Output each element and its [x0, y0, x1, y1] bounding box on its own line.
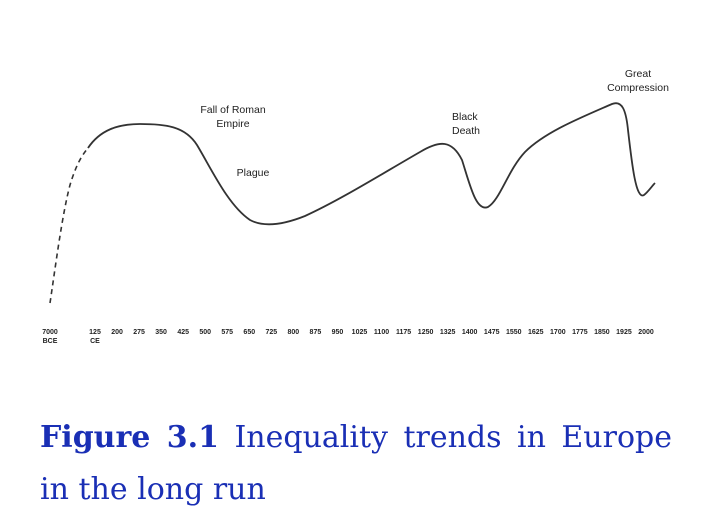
- x-tick-label: 425: [177, 329, 189, 336]
- x-tick-label: 1850: [594, 329, 610, 336]
- annotation: Fall of Roman Empire: [200, 104, 266, 130]
- x-tick-label: 2000: [638, 329, 654, 336]
- x-tick-label: 1625: [528, 329, 544, 336]
- x-tick-label: 1025: [351, 329, 368, 336]
- x-tick-label: 800: [287, 329, 300, 336]
- figure-label: Figure 3.1: [40, 420, 219, 455]
- x-tick-label: 1700: [550, 329, 566, 336]
- x-tick-label: 1475: [483, 329, 500, 336]
- x-tick-label: 725: [265, 329, 278, 336]
- x-tick-label: 1250: [417, 329, 434, 336]
- x-tick-label: 575: [221, 329, 234, 336]
- x-tick-label: 875: [309, 329, 322, 336]
- x-tick-label: 1400: [461, 329, 478, 336]
- trend-line: [87, 102, 656, 226]
- x-tick-label: 1775: [572, 329, 588, 336]
- x-tick-label: 1100: [373, 329, 390, 336]
- x-tick-label: 1175: [395, 329, 412, 336]
- annotation: Black Death: [452, 111, 481, 137]
- caption-text: Inequality trends in Europe in the long …: [40, 420, 672, 507]
- x-tick-label: 500: [199, 329, 212, 336]
- x-tick-label: 350: [155, 329, 167, 336]
- x-tick-label: 1325: [439, 329, 456, 336]
- annotation: Plague: [236, 167, 270, 179]
- x-tick-label: 200: [111, 329, 123, 336]
- caption: Figure 3.1 Inequality trends in Europe i…: [40, 412, 672, 516]
- annotation: Great Compression: [607, 68, 669, 94]
- x-tick-label: 125 CE: [89, 329, 101, 345]
- x-tick-label: 1550: [505, 329, 522, 336]
- x-tick-label: 275: [133, 329, 145, 336]
- trend-dashed: [49, 147, 89, 304]
- x-tick-label: 7000 BCE: [42, 329, 58, 345]
- x-tick-label: 650: [243, 329, 256, 336]
- x-tick-label: 950: [331, 329, 344, 336]
- x-tick-label: 1925: [616, 329, 632, 336]
